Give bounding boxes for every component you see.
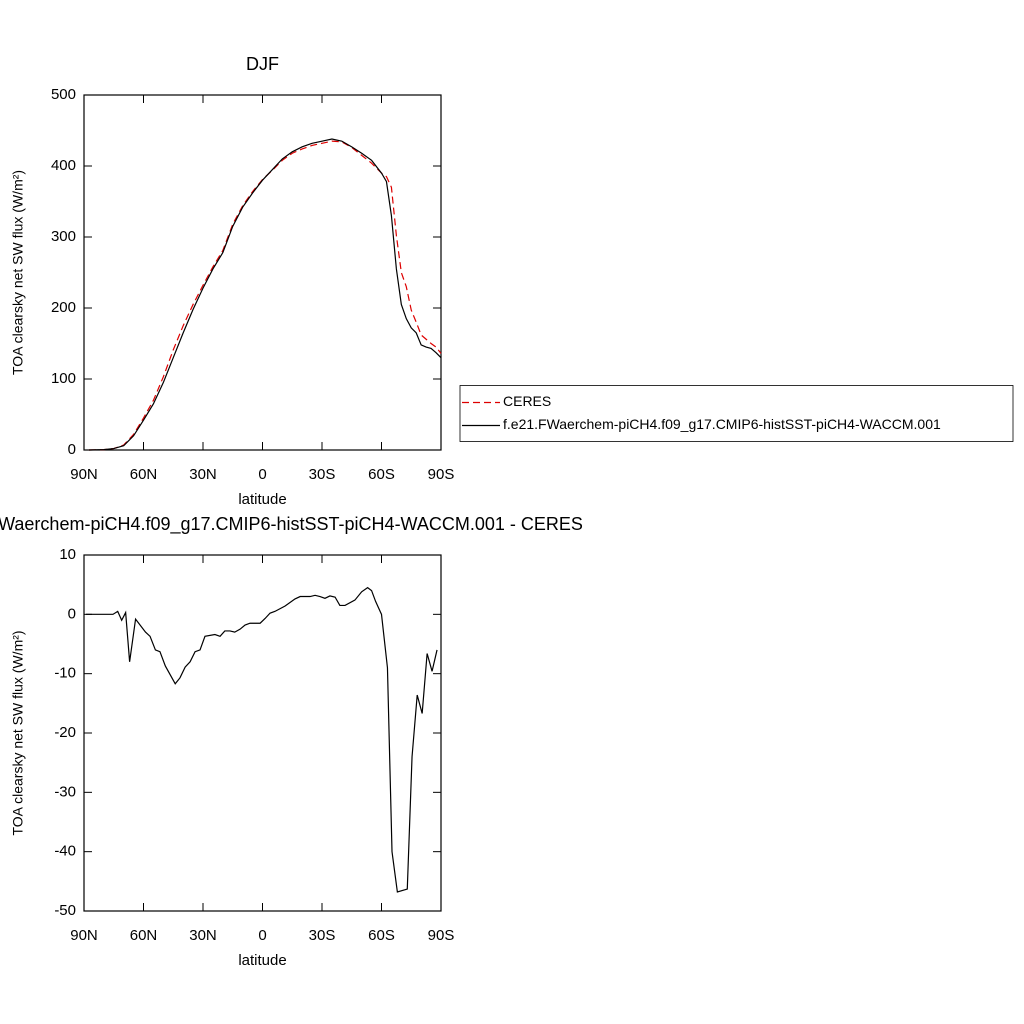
x-tick-label: 60S: [368, 927, 395, 944]
y-axis-label: TOA clearsky net SW flux (W/m²): [10, 170, 26, 375]
y-tick-label: -20: [54, 724, 76, 741]
x-tick-label: 60N: [130, 466, 158, 483]
x-tick-label: 90S: [428, 466, 455, 483]
x-tick-label: 90N: [70, 466, 98, 483]
y-tick-label: 0: [68, 605, 76, 622]
y-tick-label: -10: [54, 665, 76, 682]
x-tick-label: 90S: [428, 927, 455, 944]
y-tick-label: -30: [54, 783, 76, 800]
legend-label: f.e21.FWaerchem-piCH4.f09_g17.CMIP6-hist…: [503, 416, 941, 432]
y-tick-label: 10: [59, 546, 76, 563]
chart-title: f.e21.FWaerchem-piCH4.f09_g17.CMIP6-hist…: [0, 514, 583, 535]
y-axis-label: TOA clearsky net SW flux (W/m²): [10, 630, 26, 835]
plot-frame: [83, 94, 442, 451]
series-line: [88, 140, 442, 451]
y-tick-label: 400: [51, 157, 76, 174]
x-tick-label: 0: [258, 466, 266, 483]
x-tick-label: 60S: [368, 466, 395, 483]
x-axis-label: latitude: [238, 952, 286, 969]
x-tick-label: 0: [258, 927, 266, 944]
y-tick-label: -50: [54, 902, 76, 919]
y-tick-label: 300: [51, 228, 76, 245]
x-tick-label: 60N: [130, 927, 158, 944]
y-tick-label: -40: [54, 843, 76, 860]
x-tick-label: 30S: [309, 466, 336, 483]
x-tick-label: 30S: [309, 927, 336, 944]
y-tick-label: 100: [51, 370, 76, 387]
y-tick-label: 200: [51, 299, 76, 316]
x-axis-label: latitude: [238, 491, 286, 508]
x-tick-label: 30N: [189, 927, 217, 944]
plot-frame: [83, 554, 442, 912]
x-tick-label: 90N: [70, 927, 98, 944]
x-tick-label: 30N: [189, 466, 217, 483]
series-line: [88, 138, 442, 451]
legend-label: CERES: [503, 393, 551, 409]
series-line: [85, 586, 438, 893]
chart-title: DJF: [246, 54, 279, 74]
y-tick-label: 0: [68, 441, 76, 458]
y-tick-label: 500: [51, 86, 76, 103]
legend-box: [459, 385, 1014, 442]
